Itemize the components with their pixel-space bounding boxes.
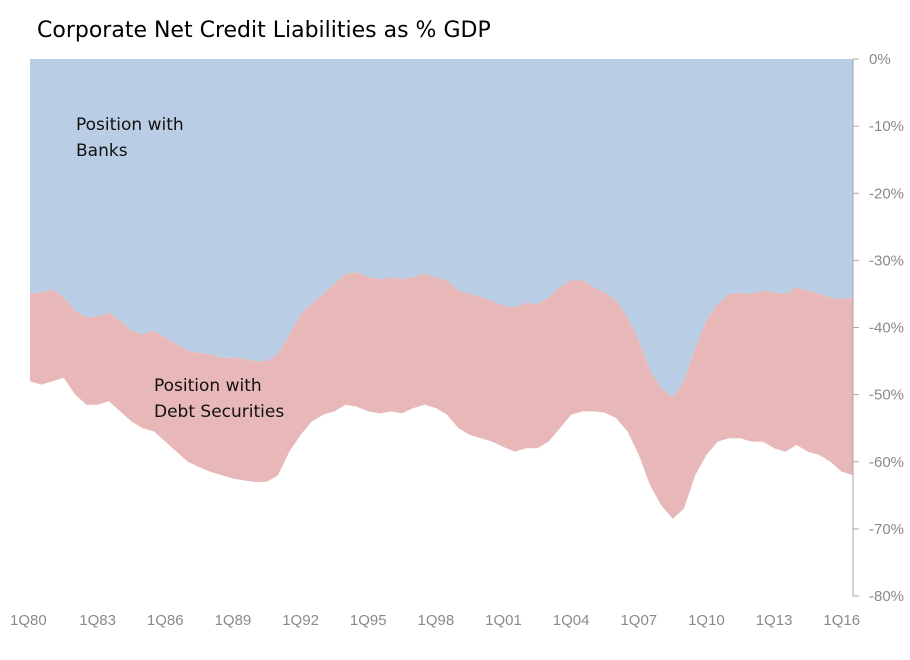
- x-tick-label: 1Q13: [756, 612, 793, 629]
- x-tick-label: 1Q10: [688, 612, 725, 629]
- y-tick-label: -10%: [869, 118, 904, 135]
- x-tick-label: 1Q98: [418, 612, 455, 629]
- y-tick-label: -70%: [869, 521, 904, 538]
- x-tick-label: 1Q92: [282, 612, 319, 629]
- debt-label-line: Debt Securities: [154, 402, 284, 422]
- y-tick-label: -50%: [869, 387, 904, 404]
- axes-group: 0% -10% -20% -30% -40% -50% -60% -70% -80% 1Q80 1Q…: [10, 51, 904, 629]
- x-tick-label: 1Q07: [620, 612, 657, 629]
- x-tick-label: 1Q80: [10, 612, 47, 629]
- y-tick-label: -30%: [869, 252, 904, 269]
- x-tick-label: 1Q86: [147, 612, 184, 629]
- chart-title: Corporate Net Credit Liabilities as % GD…: [37, 18, 491, 43]
- y-tick-label: -60%: [869, 454, 904, 471]
- y-tick-label: -20%: [869, 185, 904, 202]
- area-series-banks: [30, 59, 853, 398]
- x-tick-label: 1Q89: [215, 612, 252, 629]
- area-series-group: [30, 59, 853, 519]
- area-series-debt-securities: [30, 272, 853, 519]
- y-tick-label: -80%: [869, 588, 904, 605]
- y-tick-label: -40%: [869, 320, 904, 337]
- x-tick-label: 1Q83: [79, 612, 116, 629]
- banks-label-line: Position with: [76, 115, 184, 135]
- banks-label: Position with Banks: [76, 115, 184, 161]
- x-tick-label: 1Q01: [485, 612, 522, 629]
- banks-label-line: Banks: [76, 141, 128, 161]
- x-tick-label: 1Q16: [823, 612, 860, 629]
- debt-label: Position with Debt Securities: [154, 376, 284, 422]
- x-tick-label: 1Q95: [350, 612, 387, 629]
- debt-label-line: Position with: [154, 376, 262, 396]
- x-tick-label: 1Q04: [553, 612, 590, 629]
- annotation-group: Position with Banks Position with Debt Secu…: [76, 115, 284, 422]
- y-tick-label: 0%: [869, 51, 891, 68]
